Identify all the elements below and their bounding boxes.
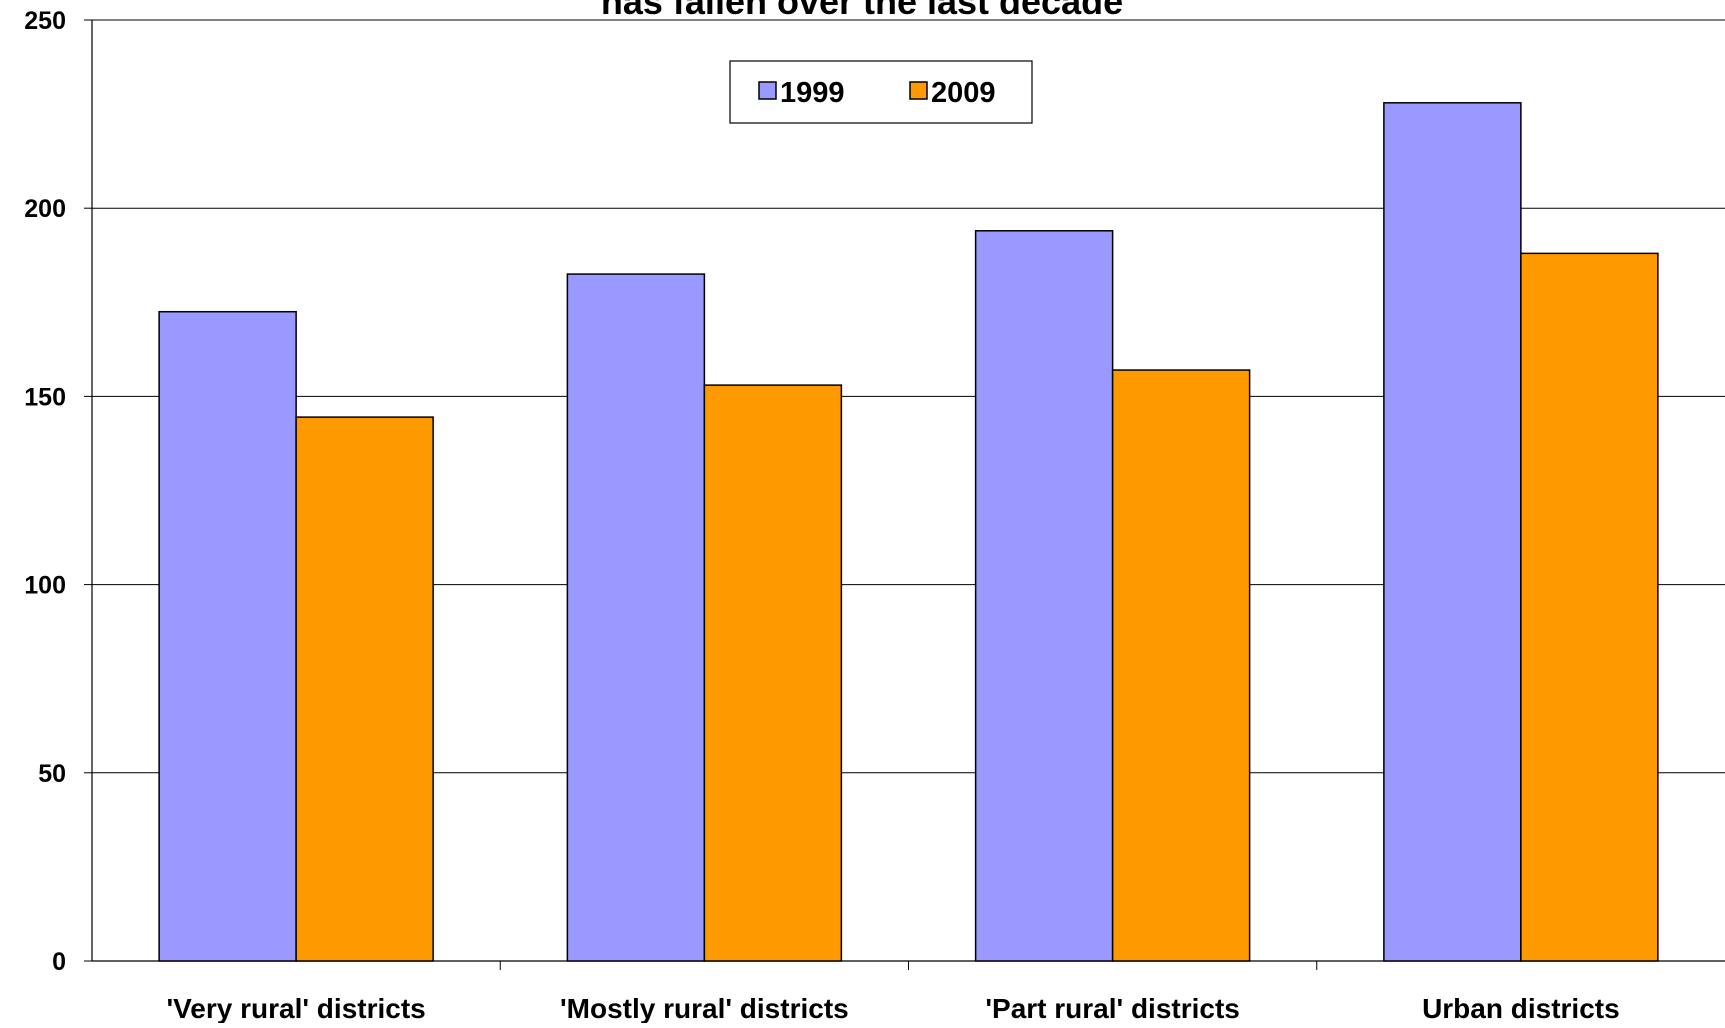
y-tick-label: 250 [24,7,66,35]
legend-label-2009: 2009 [931,77,996,109]
legend: 1999 2009 [729,60,1033,124]
legend-label-1999: 1999 [780,77,845,109]
bar-2009-1 [703,384,843,962]
y-tick-label: 100 [24,572,66,600]
chart-title: has fallen over the last decade [601,0,1123,22]
bar-1999-3 [1383,102,1522,962]
legend-swatch-2009 [909,81,928,100]
y-tick-label: 150 [24,383,66,411]
x-category-label: Urban districts [1422,993,1620,1023]
y-axis-tick-labels: 0 50 100 150 200 250 [24,7,66,976]
legend-box [729,60,1033,124]
bar-2009-3 [1520,252,1659,962]
x-category-label: 'Mostly rural' districts [560,993,849,1023]
legend-swatch-1999 [758,81,777,100]
y-tick-label: 50 [38,760,66,788]
x-axis-category-labels: 'Very rural' districts 'Mostly rural' dis… [167,993,1620,1024]
bar-1999-2 [974,230,1114,962]
bar-2009-2 [1111,369,1251,962]
y-tick-label: 200 [24,195,66,223]
x-category-label: 'Part rural' districts [985,993,1240,1023]
bars [158,102,1659,962]
x-category-label: 'Very rural' districts [167,993,426,1023]
y-tick-label: 0 [52,948,66,976]
bar-1999-0 [158,310,297,962]
bar-2009-0 [295,416,434,962]
bar-1999-1 [566,273,706,962]
